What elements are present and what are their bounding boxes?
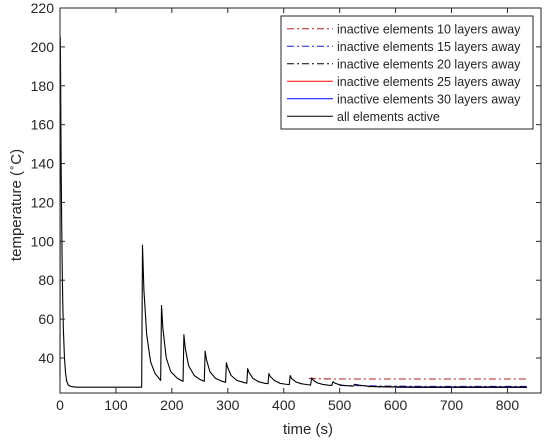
y-axis-label: temperature (∘C) <box>7 149 25 261</box>
x-tick-label: 600 <box>384 397 408 413</box>
y-axis-label-degree: ∘ <box>7 165 18 171</box>
legend-box <box>280 15 534 130</box>
y-axis: 40 60 80 100 120 140 160 180 200 220 <box>31 0 541 366</box>
y-tick-label: 140 <box>31 156 55 172</box>
x-tick-label: 0 <box>56 397 64 413</box>
series-layer <box>59 36 528 388</box>
series-line-2 <box>339 384 528 387</box>
legend-item-1: inactive elements 10 layers away <box>287 22 521 36</box>
y-tick-label: 200 <box>31 39 55 55</box>
x-tick-label: 300 <box>216 397 240 413</box>
series-line-1 <box>308 377 528 380</box>
series-line-6 <box>59 36 528 388</box>
legend-item-4: inactive elements 25 layers away <box>287 75 521 89</box>
legend-item-5: inactive elements 30 layers away <box>287 92 521 106</box>
legend-item-2: inactive elements 15 layers away <box>287 40 521 54</box>
plot-frame <box>59 7 542 394</box>
x-axis-label: time (s) <box>283 421 333 438</box>
legend-items: inactive elements 10 layers away inactive… <box>287 22 521 124</box>
legend-label: inactive elements 10 layers away <box>337 22 521 36</box>
legend-item-3: inactive elements 20 layers away <box>287 57 521 71</box>
x-tick-label: 800 <box>496 397 520 413</box>
y-tick-label: 160 <box>31 117 55 133</box>
legend: inactive elements 10 layers away inactive… <box>280 15 534 130</box>
legend-label: inactive elements 25 layers away <box>337 75 521 89</box>
y-tick-label: 80 <box>38 272 54 288</box>
y-tick-label: 180 <box>31 78 55 94</box>
y-axis-label-main: temperature <box>8 176 25 261</box>
x-tick-label: 500 <box>328 397 352 413</box>
x-tick-label: 100 <box>104 397 128 413</box>
legend-item-6: all elements active <box>287 110 440 124</box>
legend-label: inactive elements 30 layers away <box>337 92 521 106</box>
legend-label: inactive elements 15 layers away <box>337 40 521 54</box>
x-axis: 0 100 200 300 400 500 600 700 800 <box>56 8 519 413</box>
y-tick-label: 60 <box>38 311 54 327</box>
legend-label: inactive elements 20 layers away <box>337 57 521 71</box>
y-tick-label: 100 <box>31 233 55 249</box>
y-axis-label-unit: C) <box>8 149 25 165</box>
y-axis-label-open: ( <box>8 171 25 176</box>
legend-label: all elements active <box>337 110 440 124</box>
y-tick-label: 120 <box>31 194 55 210</box>
y-tick-label: 40 <box>38 350 54 366</box>
y-axis-label-group: temperature (∘C) <box>7 149 25 261</box>
x-tick-label: 200 <box>160 397 184 413</box>
x-tick-label: 400 <box>272 397 296 413</box>
y-tick-label: 220 <box>31 0 55 16</box>
x-tick-label: 700 <box>440 397 464 413</box>
